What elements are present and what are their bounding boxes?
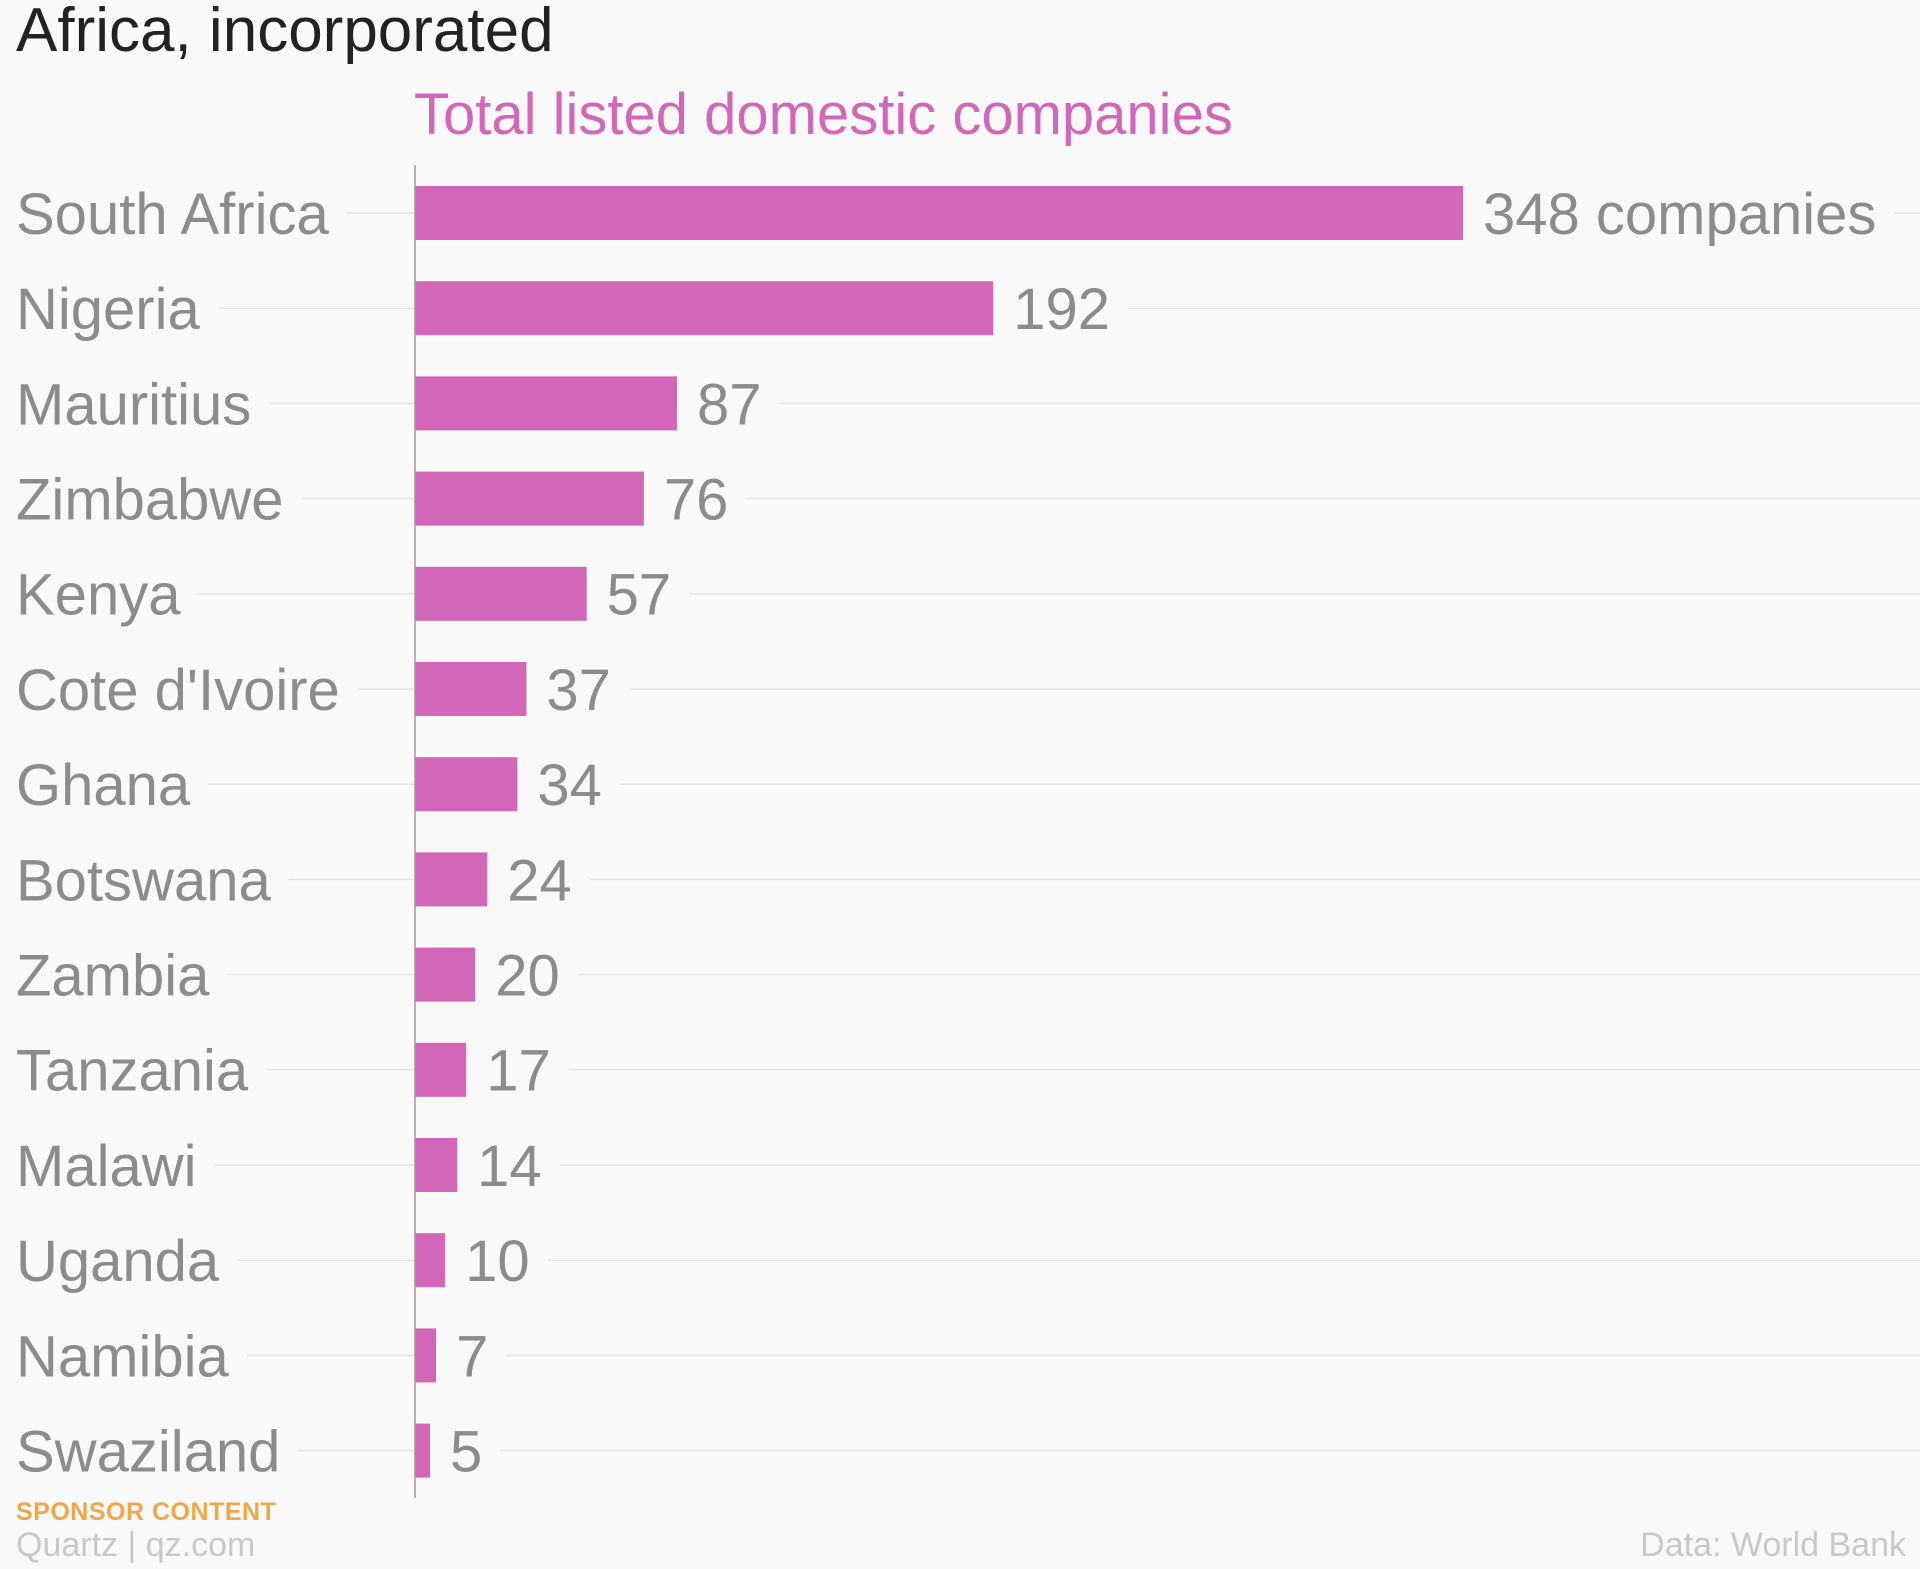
- bar: [415, 662, 527, 716]
- value-label: 24: [507, 848, 572, 913]
- category-label: South Africa: [16, 182, 329, 247]
- value-label: 76: [664, 467, 729, 532]
- category-label: Uganda: [16, 1229, 220, 1294]
- category-label: Swaziland: [16, 1419, 280, 1484]
- value-label: 10: [465, 1229, 530, 1294]
- credit-label: Quartz | qz.com: [16, 1526, 256, 1564]
- bar: [415, 281, 994, 336]
- value-label: 17: [486, 1039, 551, 1104]
- value-label: 7: [456, 1324, 488, 1389]
- bar: [415, 1138, 458, 1192]
- chart-title: Africa, incorporated: [16, 0, 554, 65]
- category-label: Ghana: [16, 753, 191, 818]
- category-label: Malawi: [16, 1134, 197, 1199]
- source-label: Data: World Bank: [1640, 1526, 1906, 1564]
- bar: [415, 376, 677, 431]
- value-label: 20: [495, 943, 560, 1008]
- value-label: 34: [537, 753, 602, 818]
- bar: [415, 1233, 446, 1288]
- value-label: 37: [546, 658, 611, 723]
- sponsor-label: SPONSOR CONTENT: [16, 1498, 277, 1526]
- category-label: Namibia: [16, 1324, 229, 1389]
- category-label: Botswana: [16, 848, 271, 913]
- bar: [415, 947, 476, 1002]
- bar: [415, 757, 518, 812]
- value-label: 348 companies: [1483, 182, 1876, 247]
- category-label: Zambia: [16, 943, 210, 1008]
- bar: [415, 1042, 467, 1097]
- category-label: Tanzania: [16, 1039, 249, 1104]
- value-label: 5: [450, 1419, 482, 1484]
- chart-subtitle: Total listed domestic companies: [414, 82, 1233, 147]
- category-label: Zimbabwe: [16, 467, 284, 532]
- bar: [415, 471, 644, 526]
- category-label: Kenya: [16, 563, 181, 628]
- value-label: 192: [1013, 277, 1110, 342]
- category-label: Nigeria: [16, 277, 200, 342]
- category-label: Cote d'Ivoire: [16, 658, 340, 723]
- bar: [415, 852, 488, 907]
- value-label: 14: [477, 1134, 542, 1199]
- bar: [415, 186, 1463, 240]
- bar: [415, 566, 587, 621]
- bar: [415, 1328, 437, 1383]
- category-label: Mauritius: [16, 372, 251, 437]
- value-label: 87: [697, 372, 762, 437]
- bar: [415, 1423, 431, 1478]
- value-label: 57: [607, 563, 672, 628]
